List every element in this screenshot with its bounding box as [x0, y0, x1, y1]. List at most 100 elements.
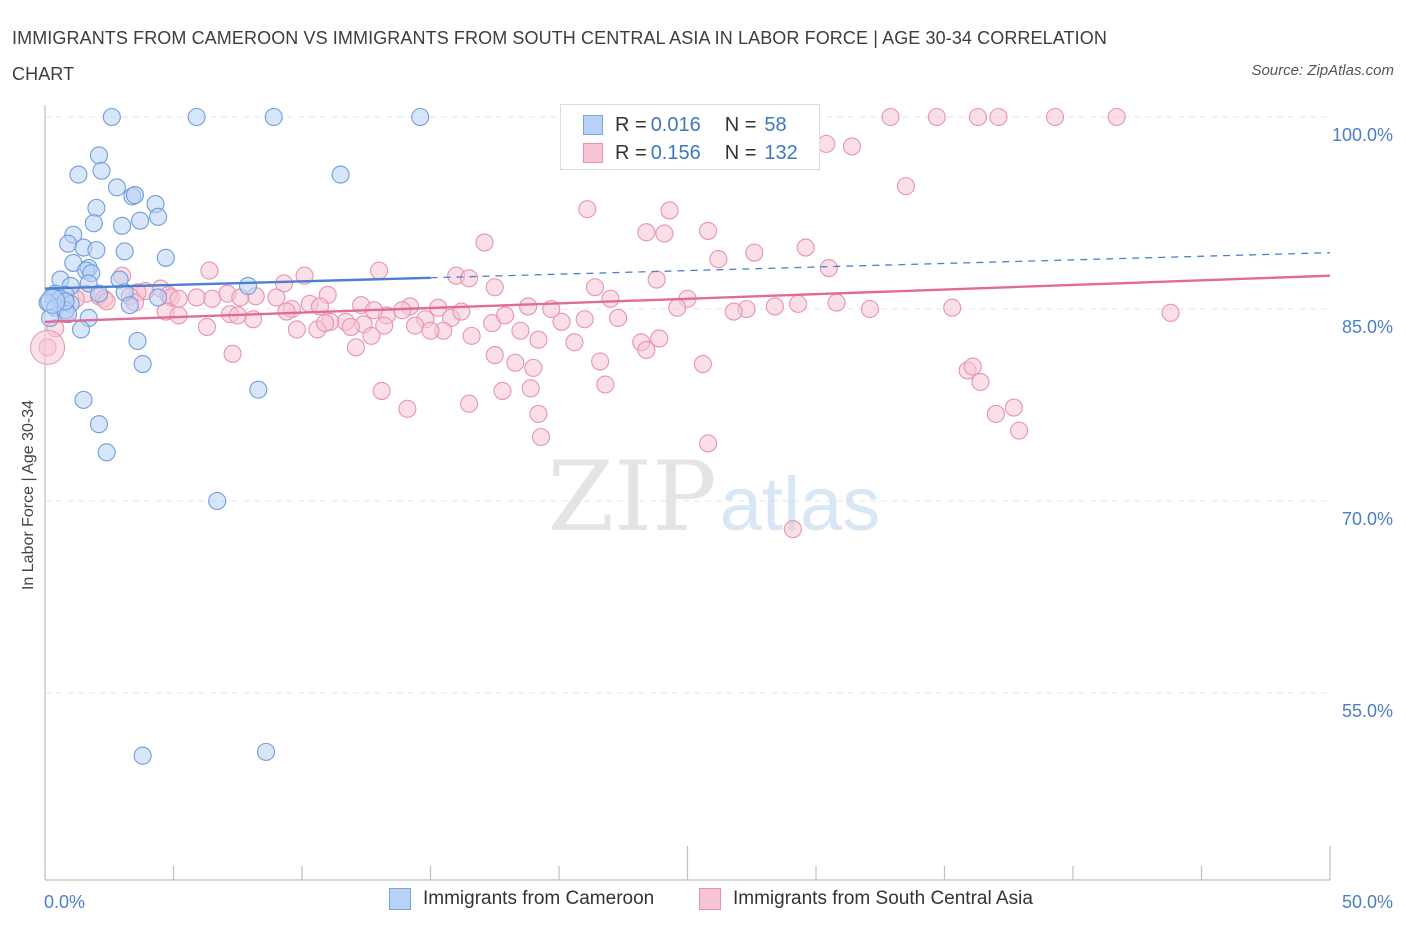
- sca-point-3: [989, 107, 1008, 127]
- sca-point-129: [724, 302, 743, 321]
- sca-point-9: [660, 201, 679, 220]
- cameroon-point-2: [264, 107, 283, 127]
- sca-point-111: [783, 520, 802, 539]
- cameroon-point-49: [133, 354, 152, 374]
- sca-point-14: [796, 238, 815, 257]
- source-credit: Source: ZipAtlas.com: [1251, 62, 1394, 79]
- sca-point-11: [637, 223, 656, 242]
- sca-point-27: [585, 278, 605, 297]
- sca-point-1: [927, 107, 946, 127]
- sca-point-7: [896, 177, 916, 196]
- y-axis-label: In Labor Force | Age 30-34: [20, 400, 37, 590]
- axes: [44, 105, 1331, 881]
- cameroon-point-53: [97, 443, 116, 462]
- y-tick-label-2: 70.0%: [1342, 509, 1393, 529]
- cameroon-point-20: [87, 241, 106, 260]
- cameroon-point-6: [92, 161, 111, 180]
- sca-point-131: [860, 299, 880, 319]
- legend-n-label: N =: [724, 141, 757, 164]
- sca-point-64: [609, 308, 628, 328]
- sca-point-83: [565, 333, 584, 352]
- legend-swatch-south-central-asia: [699, 888, 721, 910]
- legend-r-value: 0.016: [650, 113, 701, 136]
- sca-point-97: [963, 357, 982, 376]
- trend-south-central-asia: [44, 274, 1331, 323]
- sca-point-126: [495, 306, 515, 325]
- sca-point-16: [709, 250, 728, 269]
- tick-labels: 100.0% 85.0% 70.0% 55.0% 0.0% 50.0%: [44, 125, 1393, 912]
- sca-point-89: [485, 346, 504, 365]
- series-south-central-asia: [30, 107, 1180, 539]
- sca-point-110: [699, 434, 718, 453]
- sca-point-108: [1009, 421, 1029, 440]
- y-tick-label-1: 85.0%: [1342, 317, 1393, 337]
- cameroon-point-4: [89, 146, 109, 165]
- stats-legend: R = 0.016 N = 58 R = 0.156 N = 132: [560, 104, 820, 170]
- sca-point-130: [827, 293, 846, 312]
- x-tick-label-0: 0.0%: [44, 892, 85, 912]
- y-tick-label-0: 100.0%: [1332, 125, 1393, 145]
- sca-point-72: [341, 317, 360, 336]
- cameroon-point-7: [331, 165, 350, 184]
- cameroon-point-1: [187, 107, 206, 127]
- cameroon-point-56: [256, 742, 276, 761]
- legend-swatch-south-central-asia: [583, 143, 603, 163]
- trend-lines: [44, 252, 1331, 323]
- legend-item-south-central-asia: Immigrants from South Central Asia: [699, 888, 1033, 910]
- cameroon-point-52: [89, 415, 109, 434]
- cameroon-point-51: [74, 390, 93, 409]
- sca-point-24: [647, 270, 666, 289]
- sca-point-19: [370, 261, 389, 280]
- sca-point-128: [668, 298, 687, 317]
- cameroon-point-34: [89, 284, 109, 303]
- legend-row-south-central-asia: R = 0.156 N = 132: [583, 140, 798, 166]
- cameroon-point-15: [84, 214, 103, 233]
- sca-point-92: [506, 353, 525, 372]
- sca-point-25: [274, 274, 294, 293]
- sca-point-15: [745, 243, 764, 262]
- cameroon-point-22: [156, 248, 175, 267]
- sca-point-51: [601, 289, 620, 308]
- sca-point-100: [521, 379, 540, 398]
- legend-swatch-cameroon: [389, 888, 411, 910]
- legend-row-cameroon: R = 0.016 N = 58: [583, 112, 787, 138]
- cameroon-point-38: [149, 288, 168, 307]
- sca-point-large: [30, 329, 66, 365]
- cameroon-point-large: [40, 288, 66, 314]
- sca-point-2: [968, 107, 987, 127]
- chart-title: IMMIGRANTS FROM CAMEROON VS IMMIGRANTS F…: [12, 28, 1107, 84]
- cameroon-point-8: [107, 178, 127, 197]
- legend-swatch-cameroon: [583, 115, 603, 135]
- grid-lines: [45, 116, 1330, 694]
- trend-cameroon-dashed: [430, 252, 1331, 279]
- sca-point-91: [637, 340, 656, 360]
- sca-point-124: [575, 310, 594, 329]
- sca-point-10: [699, 221, 718, 240]
- sca-point-5: [1107, 107, 1126, 127]
- sca-point-79: [287, 320, 306, 339]
- sca-point-105: [1004, 398, 1023, 417]
- cameroon-point-12: [87, 198, 106, 217]
- sca-point-98: [971, 372, 990, 392]
- sca-point-103: [459, 394, 479, 413]
- sca-point-119: [765, 297, 784, 316]
- sca-point-73: [197, 317, 216, 336]
- legend-r-label: R =: [615, 113, 647, 136]
- cameroon-point-48: [128, 331, 147, 351]
- sca-point-82: [529, 330, 548, 349]
- legend-label-south-central-asia: Immigrants from South Central Asia: [733, 888, 1033, 909]
- cameroon-point-55: [133, 746, 152, 765]
- legend-n-label: N =: [724, 113, 757, 136]
- sca-point-118: [788, 294, 808, 313]
- sca-point-12: [655, 224, 674, 243]
- sca-point-88: [346, 338, 366, 357]
- sca-point-80: [462, 326, 481, 345]
- sca-point-102: [493, 381, 512, 400]
- sca-point-85: [650, 329, 669, 348]
- cameroon-point-54: [208, 491, 227, 511]
- cameroon-point-3: [411, 107, 430, 127]
- sca-point-69: [552, 312, 571, 331]
- sca-point-94: [693, 354, 712, 374]
- sca-point-76: [406, 316, 425, 335]
